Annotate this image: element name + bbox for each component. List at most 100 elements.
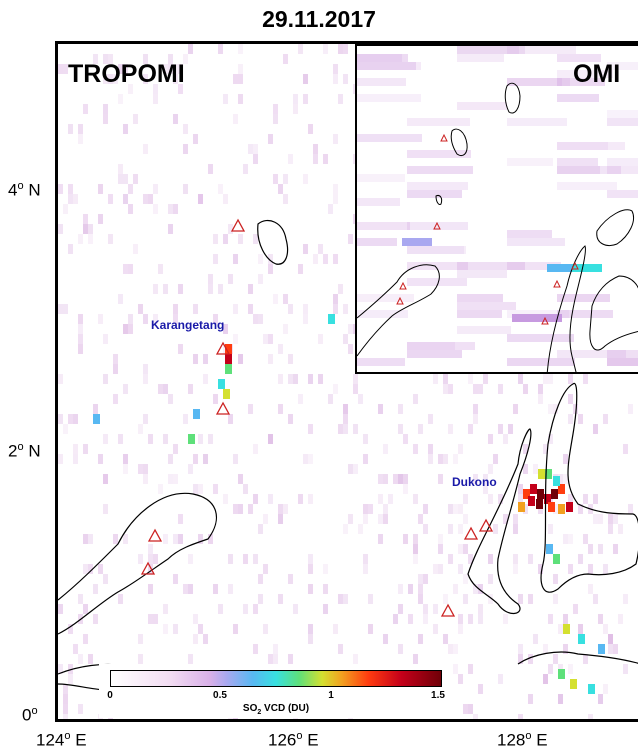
omi-pixel [607, 62, 638, 70]
so2-pixel [168, 54, 173, 64]
so2-pixel [138, 654, 143, 664]
so2-pixel [63, 424, 68, 434]
so2-pixel [483, 484, 488, 494]
so2-pixel [458, 564, 463, 574]
so2-pixel [498, 384, 503, 394]
so2-pixel [153, 314, 158, 324]
so2-pixel [548, 404, 553, 414]
so2-pixel [343, 404, 348, 414]
so2-pixel [523, 384, 528, 394]
so2-pixel [118, 94, 123, 104]
so2-pixel [103, 104, 108, 114]
so2-pixel-high [558, 504, 565, 514]
so2-pixel [218, 184, 223, 194]
omi-pixel [457, 46, 525, 54]
so2-pixel [173, 204, 178, 214]
so2-pixel [178, 514, 183, 524]
so2-pixel [548, 434, 553, 444]
so2-pixel [463, 494, 468, 504]
so2-pixel [558, 624, 563, 634]
so2-pixel [458, 524, 463, 534]
so2-pixel [103, 114, 108, 124]
so2-pixel [413, 544, 418, 554]
so2-pixel [363, 514, 368, 524]
so2-pixel [513, 554, 518, 564]
omi-pixel [507, 262, 561, 270]
so2-pixel [138, 554, 143, 564]
volcano-label-dukono: Dukono [452, 475, 497, 489]
so2-pixel-high [225, 364, 232, 374]
so2-pixel [623, 664, 628, 674]
so2-pixel [348, 234, 353, 244]
so2-pixel [438, 454, 443, 464]
so2-pixel [78, 324, 83, 334]
so2-pixel [268, 334, 273, 344]
omi-pixel [457, 262, 525, 270]
omi-pixel [607, 358, 638, 366]
so2-pixel [113, 354, 118, 364]
so2-pixel [178, 284, 183, 294]
omi-pixel-high [402, 238, 432, 246]
so2-pixel [153, 84, 158, 94]
so2-pixel [163, 384, 168, 394]
so2-pixel-high [528, 496, 535, 506]
so2-pixel [378, 494, 383, 504]
so2-pixel [378, 474, 383, 484]
so2-pixel-high [523, 489, 530, 499]
omi-pixel [507, 238, 565, 246]
so2-pixel [333, 294, 338, 304]
so2-pixel [473, 414, 478, 424]
so2-pixel [78, 704, 83, 714]
so2-pixel [168, 204, 173, 214]
so2-pixel [558, 694, 563, 704]
omi-pixel [407, 246, 466, 254]
so2-pixel [273, 174, 278, 184]
so2-pixel [178, 344, 183, 354]
so2-pixel [383, 514, 388, 524]
so2-pixel [468, 664, 473, 674]
so2-pixel [333, 384, 338, 394]
so2-pixel [283, 174, 288, 184]
so2-pixel [138, 424, 143, 434]
so2-pixel [333, 194, 338, 204]
so2-pixel [363, 504, 368, 514]
so2-pixel [218, 44, 223, 54]
so2-pixel [173, 74, 178, 84]
so2-pixel [123, 324, 128, 334]
so2-pixel [223, 324, 228, 334]
so2-pixel [78, 314, 83, 324]
omi-coastline-west [357, 264, 440, 357]
so2-pixel [473, 474, 478, 484]
so2-pixel-high [225, 354, 232, 364]
so2-pixel [568, 394, 573, 404]
so2-pixel [608, 514, 613, 524]
omi-coastline-layer [357, 82, 638, 372]
so2-pixel [453, 644, 458, 654]
so2-pixel [568, 534, 573, 544]
omi-pixel [507, 78, 562, 86]
so2-pixel [463, 544, 468, 554]
so2-pixel [73, 414, 78, 424]
so2-pixel [103, 504, 108, 514]
so2-pixel [308, 494, 313, 504]
so2-pixel [148, 194, 153, 204]
so2-pixel [303, 74, 308, 84]
so2-pixel [68, 624, 73, 634]
omi-pixel [507, 46, 576, 54]
so2-pixel [488, 594, 493, 604]
so2-pixel [273, 114, 278, 124]
so2-pixel [78, 124, 83, 134]
so2-pixel-high [553, 554, 560, 564]
omi-pixel [457, 302, 516, 310]
so2-pixel-high [578, 634, 585, 644]
so2-pixel [433, 604, 438, 614]
volcano-marker [463, 526, 479, 540]
omi-volcano-marker [399, 281, 407, 290]
so2-pixel [58, 304, 63, 314]
so2-pixel [593, 594, 598, 604]
so2-pixel [493, 524, 498, 534]
so2-pixel [553, 654, 558, 664]
so2-pixel-high [548, 502, 555, 512]
so2-pixel [463, 594, 468, 604]
so2-pixel [268, 354, 273, 364]
